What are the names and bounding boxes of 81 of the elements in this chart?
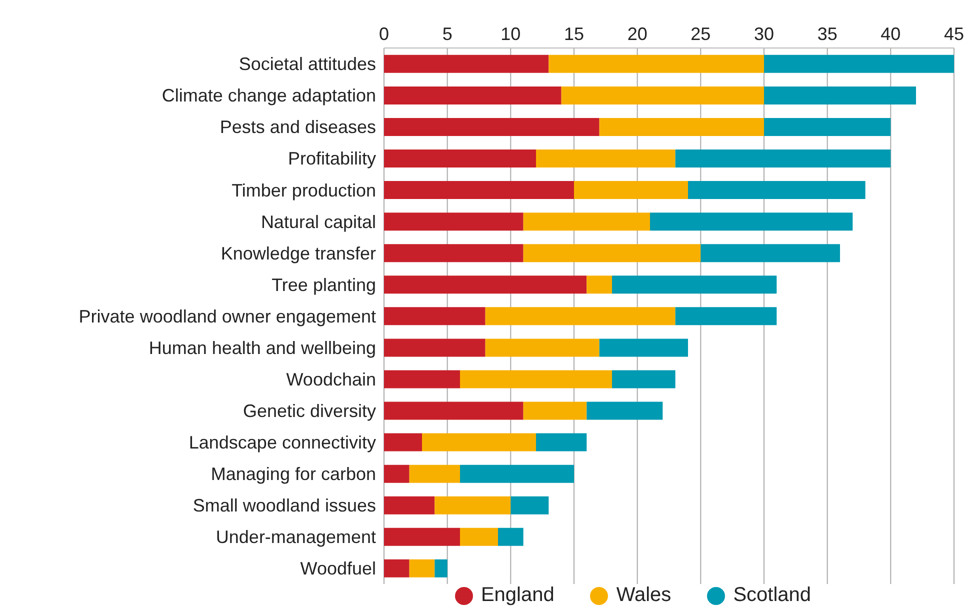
bar xyxy=(675,150,891,168)
bar xyxy=(485,307,676,326)
bar xyxy=(384,464,410,483)
bar xyxy=(523,402,587,420)
bar xyxy=(384,244,524,262)
bar xyxy=(460,528,498,546)
bar xyxy=(675,307,777,326)
bar xyxy=(384,307,486,326)
bar xyxy=(384,276,587,294)
x-tick-label: 45 xyxy=(944,24,964,44)
bar xyxy=(384,402,524,420)
bar xyxy=(485,338,600,357)
legend-label: Scotland xyxy=(733,584,812,607)
bar xyxy=(599,118,764,136)
x-tick-label: 5 xyxy=(442,24,452,44)
bar xyxy=(384,212,524,231)
bar xyxy=(384,181,574,200)
y-tick-label: Natural capital xyxy=(260,212,376,232)
x-tick-label: 0 xyxy=(378,24,390,44)
bar xyxy=(548,54,764,73)
x-tick-label: 30 xyxy=(754,24,774,44)
y-tick-label: Societal attitudes xyxy=(238,54,376,74)
bar xyxy=(523,244,701,262)
y-tick-label: Under-management xyxy=(216,527,376,548)
bar xyxy=(384,338,486,357)
y-tick-label: Managing for carbon xyxy=(210,464,376,484)
x-tick-label: 20 xyxy=(627,24,648,44)
y-tick-label: Pests and diseases xyxy=(220,117,376,138)
x-tick-label: 25 xyxy=(690,24,711,44)
bar xyxy=(536,433,587,452)
x-tick-label: 40 xyxy=(880,24,901,44)
bar xyxy=(523,212,650,231)
legend-label: Wales xyxy=(616,584,672,607)
bar xyxy=(612,276,777,294)
x-tick-label: 15 xyxy=(564,24,584,44)
y-tick-label: Genetic diversity xyxy=(242,400,376,421)
bar xyxy=(409,559,435,578)
bar xyxy=(586,402,663,420)
y-tick-label: Tree planting xyxy=(272,274,376,295)
bar xyxy=(384,86,562,104)
bar xyxy=(384,54,549,73)
x-tick-label: 10 xyxy=(500,24,521,44)
y-tick-label: Woodchain xyxy=(286,369,376,390)
bar xyxy=(561,86,764,104)
bar xyxy=(510,496,549,514)
bar xyxy=(700,244,840,262)
bar xyxy=(586,276,612,294)
bar xyxy=(384,370,460,388)
bar xyxy=(650,212,853,231)
y-tick-label: Small woodland issues xyxy=(192,496,376,516)
bar xyxy=(384,559,410,578)
bar xyxy=(384,496,435,514)
y-tick-label: Woodfuel xyxy=(300,558,376,579)
y-tick-label: Profitability xyxy=(288,148,376,169)
bar xyxy=(409,464,460,483)
bar xyxy=(498,528,524,546)
bar xyxy=(599,338,688,357)
bar xyxy=(384,433,422,452)
bar xyxy=(612,370,676,388)
bar xyxy=(688,181,866,200)
bar xyxy=(460,464,574,483)
bar xyxy=(574,181,688,200)
bar xyxy=(460,370,612,388)
bar xyxy=(764,86,916,104)
bar xyxy=(384,150,536,168)
bar xyxy=(434,496,511,514)
bar xyxy=(764,54,954,73)
bar xyxy=(422,433,536,452)
y-tick-label: Human health and wellbeing xyxy=(148,338,376,358)
legend-label: England xyxy=(480,584,554,607)
y-tick-label: Timber production xyxy=(232,180,376,200)
bar xyxy=(536,150,676,168)
y-tick-label: Landscape connectivity xyxy=(188,432,376,453)
y-tick-label: Private woodland owner engagement xyxy=(78,306,376,326)
bar xyxy=(764,118,891,136)
bar xyxy=(434,559,448,578)
y-tick-label: Climate change adaptation xyxy=(162,86,376,106)
y-tick-label: Knowledge transfer xyxy=(220,243,376,264)
x-tick-label: 35 xyxy=(817,24,838,44)
bar xyxy=(384,528,460,546)
bar xyxy=(384,118,600,136)
